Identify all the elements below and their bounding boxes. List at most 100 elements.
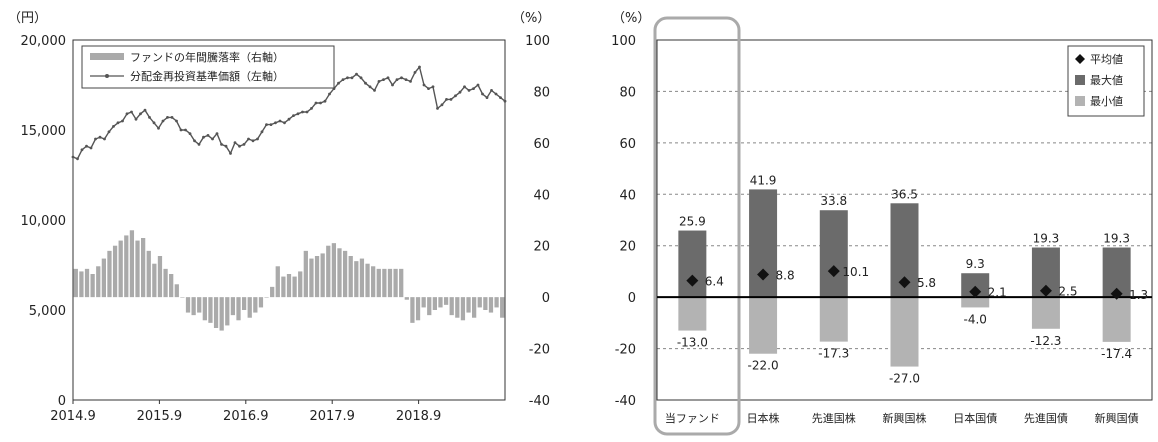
nav-point — [373, 89, 376, 92]
right-y-tick-label: 80 — [533, 85, 550, 100]
min-value-label: -13.0 — [677, 336, 708, 350]
nav-point — [125, 112, 129, 116]
right-chart-y-tick-label: 40 — [619, 188, 636, 203]
left-y-ticks: 0 5,000 10,000 15,000 20,000 — [21, 34, 67, 409]
return-bar — [275, 266, 280, 298]
nav-point — [98, 135, 102, 139]
return-bar — [79, 271, 84, 298]
average-marker — [1039, 284, 1052, 297]
nav-point — [305, 110, 309, 114]
nav-point — [229, 152, 232, 155]
nav-point — [494, 92, 498, 96]
return-bar — [303, 250, 308, 298]
return-bar — [124, 235, 129, 298]
return-bar — [169, 274, 174, 298]
return-bar — [399, 268, 404, 298]
nav-point — [377, 80, 381, 83]
return-bar — [96, 266, 101, 298]
return-bar — [185, 297, 191, 313]
return-bar — [213, 297, 219, 328]
nav-point — [157, 126, 160, 130]
nav-point — [148, 116, 151, 119]
return-bar — [298, 271, 303, 298]
return-bar — [225, 297, 230, 326]
left-chart: （円） （%） 0 5,000 10,000 15,000 20,000 -40 -20 0… — [8, 11, 550, 424]
return-bar — [348, 256, 353, 298]
left-plot-frame — [72, 39, 506, 401]
nav-point — [436, 107, 439, 110]
nav-point — [112, 125, 115, 128]
return-bar — [118, 240, 123, 298]
right-axis-unit: （%） — [512, 11, 550, 26]
return-bar — [230, 297, 236, 316]
return-bar — [309, 258, 314, 298]
max-bar — [678, 230, 707, 298]
nav-point — [463, 85, 466, 89]
nav-point — [224, 144, 228, 148]
nav-point — [481, 92, 484, 96]
return-bar — [337, 248, 342, 298]
avg-value-label: 1.3 — [1129, 288, 1148, 302]
legend-min-label: 最小値 — [1090, 95, 1123, 108]
nav-point — [427, 87, 430, 90]
return-bar — [241, 297, 247, 310]
nav-point — [202, 135, 205, 139]
avg-value-label: 2.5 — [1058, 285, 1077, 299]
nav-point — [238, 144, 241, 148]
return-bar — [264, 297, 269, 298]
avg-value-label: 6.4 — [705, 275, 724, 289]
left-y-tick-label: 0 — [58, 394, 66, 409]
nav-point — [364, 81, 367, 85]
nav-point — [134, 117, 138, 121]
nav-point — [260, 130, 264, 134]
right-chart-y-tick-label: 80 — [619, 85, 636, 100]
return-bar — [326, 245, 331, 298]
nav-point — [409, 80, 412, 83]
nav-point — [413, 71, 417, 74]
return-bar — [202, 297, 207, 321]
right-chart-y-tick-label: -40 — [615, 394, 636, 409]
nav-point — [130, 110, 133, 114]
right-chart-y-tick-label: 100 — [611, 34, 636, 49]
avg-value-label: 8.8 — [776, 269, 795, 283]
return-bar — [410, 297, 415, 323]
nav-point — [368, 85, 372, 89]
category-label: 先進国債 — [1024, 411, 1068, 425]
x-tick-label: 2015.9 — [137, 409, 183, 424]
category-label: 日本国債 — [953, 411, 997, 425]
max-value-label: 25.9 — [679, 215, 706, 229]
return-bar — [432, 297, 438, 310]
min-bar — [819, 297, 848, 342]
return-bar — [371, 266, 376, 298]
nav-point — [247, 137, 250, 141]
nav-point — [211, 137, 214, 141]
min-value-label: -27.0 — [889, 372, 920, 386]
nav-point — [197, 143, 201, 146]
return-bar — [393, 268, 398, 298]
nav-point — [341, 78, 345, 81]
return-bar — [236, 297, 241, 321]
nav-point — [467, 89, 471, 92]
right-y-tick-label: -40 — [529, 394, 550, 409]
nav-point — [476, 83, 480, 87]
avg-value-label: 10.1 — [842, 265, 869, 279]
right-chart-y-ticks: -40 -20 0 20 40 60 80 100 — [611, 34, 636, 409]
nav-point — [400, 76, 403, 80]
left-y-tick-label: 20,000 — [21, 34, 67, 49]
nav-point — [139, 112, 142, 116]
nav-point — [458, 90, 462, 94]
left-axis-unit: （円） — [8, 11, 47, 26]
right-chart-y-tick-label: 60 — [619, 137, 636, 152]
return-bar — [415, 297, 421, 321]
right-chart-y-tick-label: 20 — [619, 240, 636, 255]
nav-point — [206, 134, 210, 137]
nav-point — [193, 139, 196, 143]
right-chart: （%） -40 -20 0 20 40 60 80 100 25.9 -13.0 6.4 41.9 -… — [611, 11, 1153, 436]
return-bar — [292, 276, 297, 298]
nav-point — [328, 92, 331, 96]
nav-point — [391, 83, 394, 87]
nav-point — [310, 107, 313, 110]
nav-point — [445, 98, 448, 101]
nav-point — [184, 128, 187, 132]
